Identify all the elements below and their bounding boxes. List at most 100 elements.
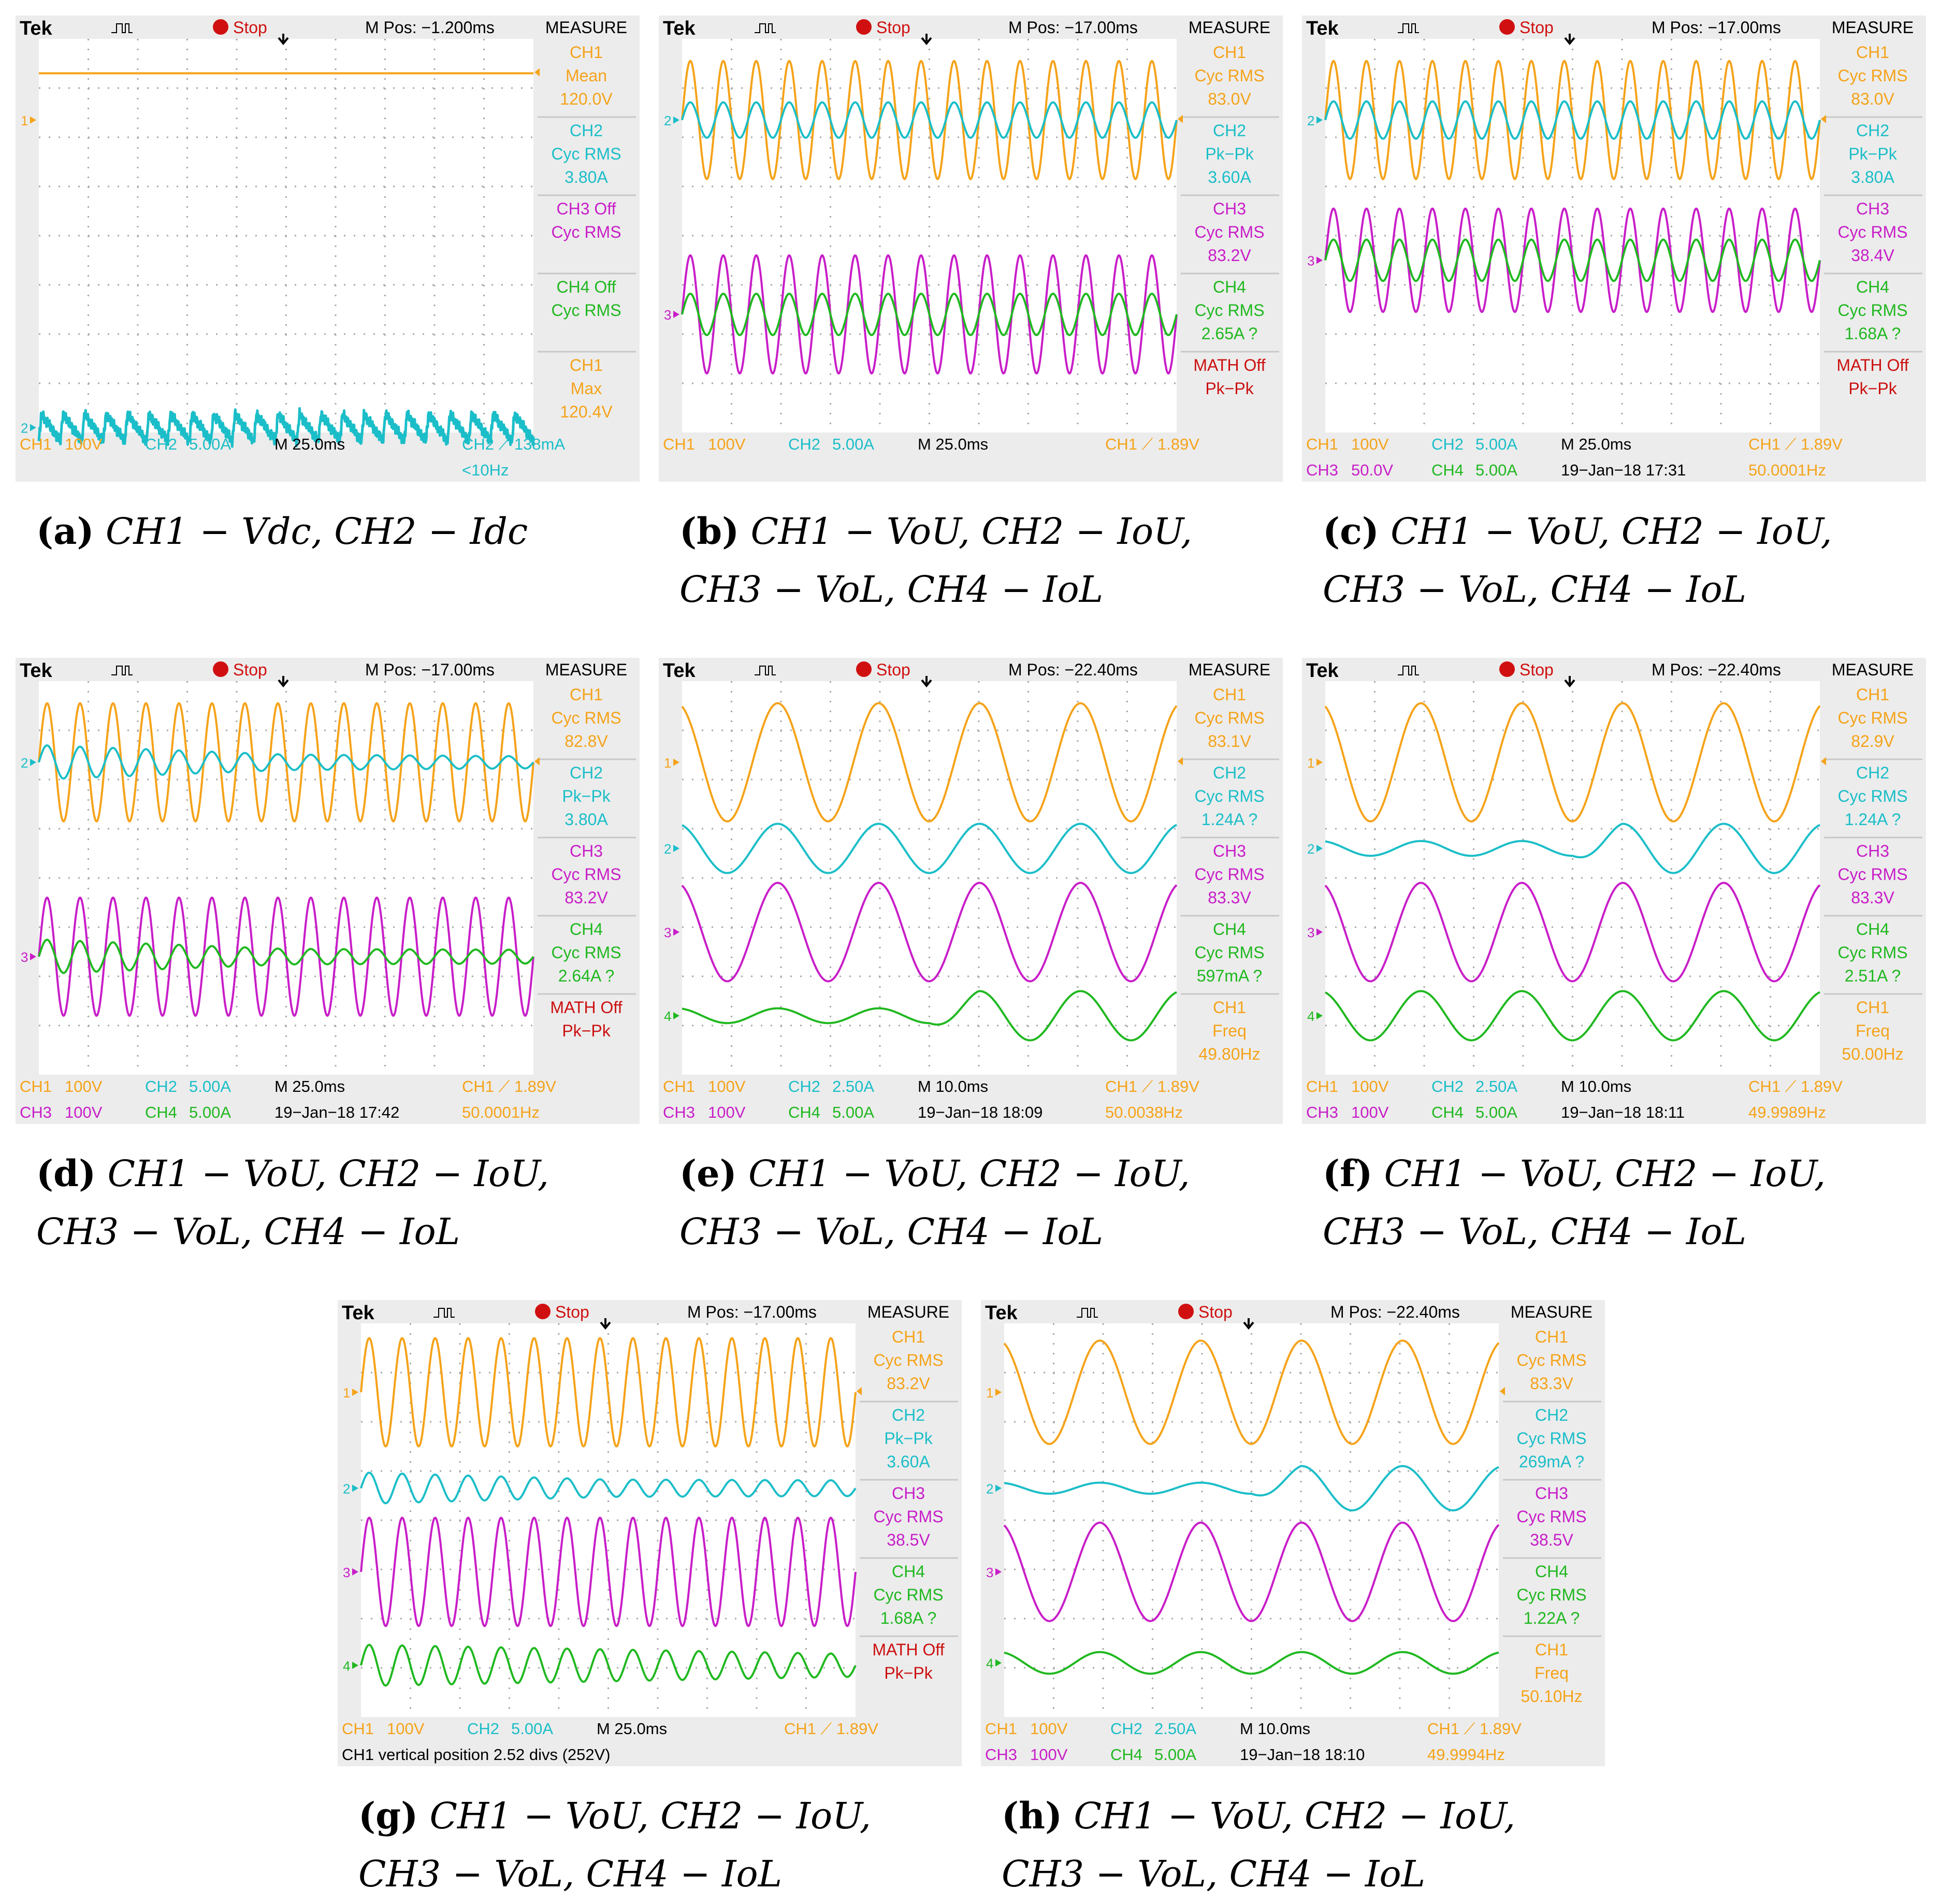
- footer-readout: CH3: [985, 1746, 1017, 1764]
- panel-f: Tek Stop M Pos: −22.40ms MEASURE CH1 Cyc RMS 8…: [1302, 658, 1926, 1253]
- measurement-line: CH3: [1213, 199, 1246, 218]
- channel-marker: 2: [21, 421, 36, 436]
- tek-logo: Tek: [663, 660, 696, 682]
- measurement-line: Cyc RMS: [1194, 787, 1264, 805]
- measurement-line: 2.64A ?: [558, 967, 615, 985]
- measurement-line: CH3 Off: [557, 199, 616, 218]
- footer-readout: CH2: [1110, 1720, 1142, 1738]
- channel-marker: 1: [1307, 755, 1323, 771]
- footer-readout: CH1: [663, 1077, 695, 1095]
- acquisition-status: Stop: [233, 18, 267, 37]
- measurement-box: MATH Off Pk−Pk: [550, 998, 622, 1040]
- footer-readout: 2.50A: [1475, 1077, 1517, 1095]
- acquisition-status: Stop: [1519, 18, 1554, 37]
- trigger-level-arrow-icon: [1500, 1387, 1505, 1395]
- footer-readout: 5.00A: [1154, 1746, 1196, 1764]
- measurement-box: CH3 Cyc RMS 83.2V: [538, 842, 636, 917]
- measurement-line: 83.0V: [1208, 90, 1251, 108]
- channel-marker-arrow-icon: [30, 116, 36, 124]
- trace-ch2: [681, 823, 1178, 874]
- channel-marker-arrow-icon: [995, 1568, 1002, 1576]
- channel-marker-label: 2: [1307, 841, 1314, 857]
- horizontal-position: M Pos: −1.200ms: [365, 18, 495, 37]
- measurement-line: Cyc RMS: [1837, 865, 1907, 884]
- measurement-box: CH1 Freq 50.00Hz: [1842, 998, 1903, 1063]
- trigger-position-arrow-icon: [1243, 1318, 1254, 1330]
- trigger-position-arrow-icon: [600, 1318, 611, 1330]
- footer-readout: <10Hz: [462, 461, 509, 479]
- measure-menu-title: MEASURE: [867, 1303, 949, 1321]
- measure-menu-title: MEASURE: [1832, 660, 1914, 679]
- measurement-line: CH4: [1213, 278, 1246, 296]
- tek-logo: Tek: [663, 18, 696, 39]
- caption: (e) CH1 − VoU, CH2 − IoU, CH3 − VoL, CH4…: [679, 1145, 1262, 1261]
- measurement-box: CH2 Pk−Pk 3.60A: [1181, 121, 1279, 196]
- footer-readout: CH3: [1306, 1103, 1338, 1121]
- tek-logo: Tek: [20, 660, 53, 682]
- trigger-level-arrow-icon: [1178, 757, 1183, 766]
- measurement-line: CH2: [1535, 1406, 1568, 1424]
- measurement-line: 83.2V: [887, 1374, 930, 1393]
- measurement-box: CH1 Cyc RMS 82.9V: [1824, 685, 1922, 760]
- channel-marker-label: 3: [664, 307, 671, 323]
- footer-readout: CH1: [1306, 435, 1338, 453]
- measurement-line: Pk−Pk: [884, 1429, 933, 1448]
- trace-ch4: [681, 990, 1178, 1042]
- measurement-line: CH4: [1213, 920, 1246, 939]
- stop-indicator-icon: [535, 1304, 551, 1319]
- measurement-box: CH4 Cyc RMS 1.68A ?: [1824, 278, 1922, 353]
- channel-marker-label: 2: [664, 113, 671, 128]
- measurement-line: Pk−Pk: [562, 787, 611, 805]
- measurement-line: Cyc RMS: [551, 865, 621, 884]
- channel-marker-label: 3: [986, 1565, 993, 1580]
- tek-logo: Tek: [20, 18, 53, 39]
- measurement-line: Mean: [566, 66, 607, 85]
- measurement-box: CH1 Freq 49.80Hz: [1198, 998, 1260, 1063]
- oscilloscope-screen: Tek Stop M Pos: −1.200ms MEASURE CH1 Mean 120.…: [16, 16, 640, 482]
- channel-marker-arrow-icon: [1316, 116, 1323, 124]
- trigger-position-arrow-icon: [1564, 676, 1575, 688]
- footer-readout: 50.0038Hz: [1105, 1103, 1183, 1121]
- acquisition-status: Stop: [1198, 1303, 1233, 1321]
- footer-readout: CH1 ⟋ 1.89V: [462, 1077, 556, 1095]
- tek-logo: Tek: [1306, 660, 1339, 682]
- measurement-line: 3.60A: [1208, 168, 1251, 186]
- channel-marker-arrow-icon: [1316, 928, 1323, 936]
- measurement-line: Pk−Pk: [1848, 145, 1897, 163]
- measurement-line: Cyc RMS: [1516, 1507, 1586, 1526]
- oscilloscope-screen: Tek Stop M Pos: −17.00ms MEASURE CH1 Cyc RMS 8…: [16, 658, 640, 1124]
- caption-text: CH1 − VoU, CH2 − IoU, CH3 − VoL, CH4 − I…: [358, 1795, 871, 1895]
- caption-label: (d): [36, 1152, 96, 1195]
- measurement-line: 83.3V: [1530, 1374, 1573, 1393]
- trace-ch2: [1324, 823, 1821, 874]
- measurement-line: CH1: [1213, 685, 1246, 704]
- panel-e: Tek Stop M Pos: −22.40ms MEASURE CH1 Cyc RMS 8…: [659, 658, 1283, 1253]
- measurement-line: Cyc RMS: [1194, 709, 1264, 727]
- footer-readout: 100V: [65, 1077, 103, 1095]
- acquisition-status: Stop: [233, 660, 267, 679]
- channel-marker: 3: [21, 949, 36, 965]
- measurement-line: Pk−Pk: [562, 1021, 611, 1040]
- measurement-line: Cyc RMS: [551, 145, 621, 163]
- measurement-line: CH1: [1856, 998, 1889, 1017]
- graticule-grid: [1004, 1323, 1499, 1717]
- footer-readout: CH1 vertical position 2.52 divs (252V): [342, 1746, 611, 1764]
- measurement-line: CH4 Off: [557, 278, 616, 296]
- channel-marker-arrow-icon: [1316, 1012, 1323, 1019]
- footer-readout: 50.0V: [1351, 461, 1393, 479]
- channel-marker-arrow-icon: [995, 1484, 1002, 1492]
- measurement-line: 1.68A ?: [1845, 324, 1901, 343]
- footer-readout: CH2: [145, 1077, 177, 1095]
- trace-ch3: [1003, 1521, 1500, 1622]
- measurement-box: CH1 Max 120.4V: [560, 356, 613, 421]
- trigger-waveform-icon: [433, 1308, 455, 1318]
- footer-readout: 100V: [1351, 435, 1389, 453]
- channel-marker-label: 1: [21, 113, 28, 128]
- channel-marker: 2: [664, 113, 679, 128]
- measurement-box: CH3 Cyc RMS 83.3V: [1181, 842, 1279, 917]
- caption-text: CH1 − VoU, CH2 − IoU, CH3 − VoL, CH4 − I…: [1002, 1795, 1515, 1895]
- footer-readout: CH1 ⟋ 1.89V: [784, 1720, 878, 1738]
- trigger-waveform-icon: [1398, 666, 1419, 675]
- footer-readout: 100V: [65, 435, 103, 453]
- measurement-box: CH1 Cyc RMS 83.3V: [1503, 1328, 1601, 1403]
